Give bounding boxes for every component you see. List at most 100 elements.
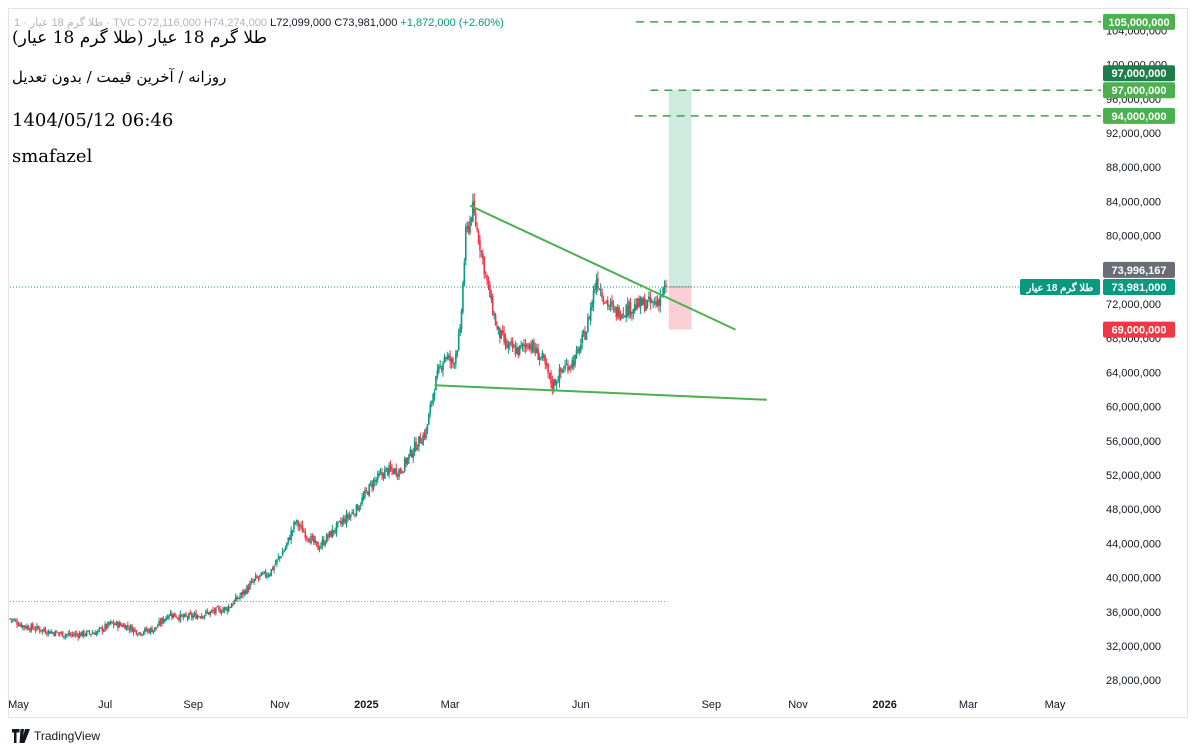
candle-body [48, 631, 51, 634]
candle-body [311, 536, 314, 538]
candle-body [47, 630, 50, 634]
candle-body [372, 480, 375, 489]
high-value: H74,274,000 [204, 17, 268, 29]
footer-branding[interactable]: TradingView [12, 726, 100, 746]
candle-body [396, 474, 399, 476]
candle-body [349, 514, 352, 518]
candle-body [210, 610, 213, 612]
candle-body [517, 347, 520, 356]
y-tick-label: 92,000,000 [1106, 128, 1161, 140]
candle-body [443, 356, 446, 362]
candle-body [378, 473, 380, 475]
candle-body [51, 632, 54, 634]
candle-body [188, 613, 190, 619]
candle-body [506, 340, 508, 349]
candle-body [422, 434, 424, 445]
candle-body [449, 355, 451, 362]
candle-body [545, 363, 548, 366]
candle-body [503, 332, 505, 342]
candle-body [560, 367, 562, 373]
candle-body [277, 557, 280, 559]
candle-body [267, 575, 270, 577]
candle-body [125, 625, 128, 630]
candle-body [101, 627, 104, 632]
candle-body [510, 341, 512, 343]
y-tick-label: 60,000,000 [1106, 402, 1161, 414]
candle-body [514, 347, 517, 355]
candle-body [371, 484, 373, 488]
chart-author: smafazel [12, 146, 93, 167]
candle-body [496, 326, 498, 328]
candle-body [578, 347, 581, 353]
candle-body [183, 614, 186, 617]
candle-body [119, 623, 122, 626]
candle-body [325, 534, 328, 544]
candle-body [497, 326, 500, 330]
candle-body [169, 612, 172, 616]
candle-body [320, 545, 322, 548]
candle-body [632, 309, 635, 313]
candle-body [199, 616, 202, 618]
candle-body [653, 302, 656, 304]
candle-body [489, 284, 491, 298]
price-label-text: 73,981,000 [1111, 282, 1166, 294]
candle-body [24, 626, 27, 629]
candle-body [281, 552, 284, 556]
candle-body [619, 317, 622, 319]
candle-body [650, 300, 653, 302]
candle-body [487, 279, 490, 285]
x-tick-label: Mar [441, 699, 460, 711]
candle-body [135, 630, 138, 635]
candle-body [203, 615, 206, 618]
candle-body [178, 617, 180, 620]
candle-body [318, 549, 321, 551]
candle-body [37, 626, 40, 629]
candle-body [597, 277, 599, 289]
candle-body [334, 531, 336, 533]
close-value: C73,981,000 [334, 17, 398, 29]
candle-body [172, 613, 175, 619]
candle-body [385, 467, 388, 469]
candle-body [288, 537, 291, 540]
candle-body [206, 611, 209, 613]
candle-body [528, 344, 531, 349]
candle-body [331, 529, 334, 538]
price-label-box [1103, 279, 1175, 296]
price-label-text: 94,000,000 [1111, 111, 1166, 123]
candle-body [294, 522, 297, 524]
candle-body [327, 535, 329, 538]
price-label-box [1103, 82, 1175, 99]
chart-title: طلا گرم 18 عیار (طلا گرم 18 عیار) [12, 28, 268, 48]
candle-body [192, 615, 194, 618]
candle-body [432, 394, 434, 404]
candle-body [423, 433, 426, 438]
candle-body [425, 429, 427, 439]
candle-body [85, 631, 88, 636]
candle-body [663, 286, 666, 288]
candle-body [287, 537, 290, 543]
candle-body [274, 563, 277, 565]
candle-body [138, 632, 141, 634]
candle-body [484, 272, 487, 274]
candle-body [44, 629, 47, 634]
candle-body [91, 633, 94, 635]
candle-body [57, 632, 60, 634]
candle-body [589, 306, 592, 321]
candle-body [63, 636, 65, 638]
candle-body [200, 615, 203, 619]
candle-body [34, 629, 37, 631]
candle-body [244, 590, 247, 594]
candle-body [625, 305, 628, 318]
candle-body [196, 615, 199, 620]
candle-body [161, 618, 163, 625]
candle-body [300, 525, 302, 527]
candle-body [599, 289, 602, 291]
candle-body [310, 536, 312, 544]
candle-body [264, 571, 267, 577]
candle-body [220, 612, 223, 614]
candle-body [642, 298, 645, 305]
candle-body [335, 523, 338, 533]
candle-body [429, 404, 432, 414]
price-label-box [1103, 107, 1175, 124]
